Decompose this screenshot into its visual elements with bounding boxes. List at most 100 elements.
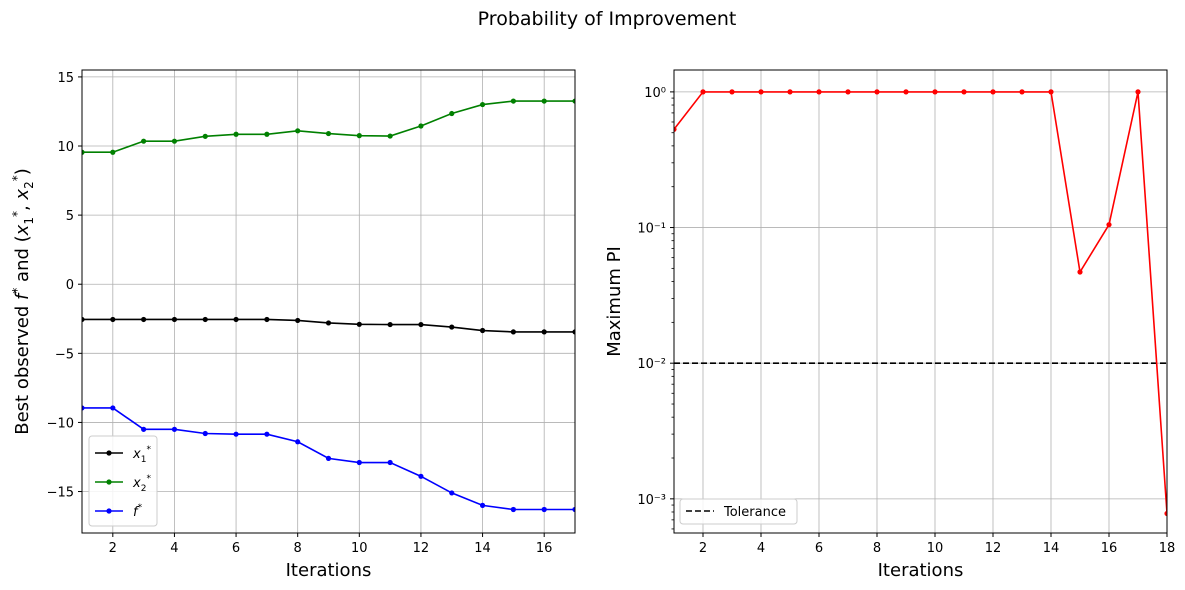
data-point <box>674 126 677 132</box>
data-point <box>171 316 178 323</box>
data-point <box>990 89 996 95</box>
x-tick-label: 14 <box>474 541 491 556</box>
data-point <box>233 131 239 137</box>
data-point <box>572 506 575 513</box>
data-point <box>110 405 116 411</box>
data-point <box>816 89 822 95</box>
x-tick-label: 16 <box>536 541 553 556</box>
x-tick-label: 8 <box>873 541 881 556</box>
data-point <box>295 439 301 445</box>
data-point <box>110 149 116 155</box>
plot-area <box>82 98 575 513</box>
x-tick-label: 2 <box>699 541 707 556</box>
data-point <box>758 89 764 95</box>
data-point <box>171 138 178 144</box>
data-point <box>541 98 547 104</box>
data-point <box>787 89 793 95</box>
data-point <box>418 123 424 129</box>
data-point <box>264 316 270 323</box>
series-line <box>82 100 575 154</box>
legend-label: x1* <box>132 445 151 465</box>
y-tick-label: 10⁻³ <box>637 493 666 508</box>
data-point <box>1135 89 1141 95</box>
data-point <box>233 431 239 437</box>
plot-area <box>674 89 1167 517</box>
data-point <box>541 329 547 335</box>
data-point <box>141 316 147 323</box>
y-tick-label: −10 <box>47 416 74 431</box>
y-tick-label: −15 <box>47 486 74 501</box>
data-point <box>1019 89 1025 95</box>
y-tick-label: 10⁻¹ <box>637 222 666 237</box>
x-tick-label: 18 <box>1159 541 1176 556</box>
data-point <box>700 89 706 95</box>
left-y-axis-label: Best observed f* and (x1*, x2*) <box>10 168 36 435</box>
y-tick-label: 5 <box>66 209 74 224</box>
data-point <box>325 320 332 326</box>
ylabel-x2: x <box>12 189 33 201</box>
left-plot-series <box>82 98 575 513</box>
y-tick-label: 0 <box>66 278 74 293</box>
data-point <box>729 89 735 95</box>
data-point <box>932 89 938 95</box>
data-point <box>961 89 967 95</box>
data-point <box>845 89 851 95</box>
data-point <box>479 101 486 108</box>
data-point <box>202 430 208 437</box>
x-tick-label: 6 <box>815 541 823 556</box>
x-tick-label: 14 <box>1043 541 1060 556</box>
data-point <box>110 316 116 323</box>
data-point <box>356 459 362 466</box>
data-point <box>418 473 424 479</box>
ylabel-f: f <box>12 291 33 300</box>
data-point <box>874 89 880 95</box>
ylabel-x1: x <box>12 224 33 236</box>
data-point <box>82 149 85 155</box>
right-plot: 2 4 6 8 10 12 14 16 18 10⁻³ 10⁻² 10⁻¹ 10⁰ Iterations… <box>604 69 1176 581</box>
data-point <box>356 133 362 139</box>
right-y-axis-label: Maximum PI <box>604 246 625 357</box>
series-line <box>674 91 1167 514</box>
data-point <box>1164 510 1167 517</box>
data-point <box>510 506 516 513</box>
data-point <box>572 329 575 335</box>
legend-marker <box>106 508 112 514</box>
right-legend: Tolerance <box>679 498 798 525</box>
x-tick-label: 16 <box>1101 541 1118 556</box>
y-tick-label: 10 <box>57 140 74 155</box>
x-tick-label: 8 <box>294 541 302 556</box>
y-tick-label: 10⁻² <box>637 357 666 372</box>
legend-label: x2* <box>132 474 151 494</box>
data-point <box>387 321 393 328</box>
legend-box <box>679 498 798 525</box>
legend-marker <box>106 479 112 485</box>
legend-box <box>88 435 158 527</box>
data-point <box>903 89 909 95</box>
data-point <box>233 316 239 323</box>
data-point <box>449 490 455 496</box>
data-point <box>510 329 516 335</box>
data-point <box>295 128 301 134</box>
legend-marker <box>106 450 112 456</box>
data-point <box>449 324 455 330</box>
data-point <box>325 455 332 461</box>
left-plot-ticks: 2 4 6 8 10 12 14 16 −15 −10 −5 0 5 10 15 <box>47 71 553 556</box>
left-plot-grid <box>82 70 575 533</box>
data-point <box>325 130 332 137</box>
data-point <box>82 316 85 323</box>
data-point <box>82 405 85 411</box>
left-plot-frame <box>81 69 576 534</box>
ylabel-and: and ( <box>12 235 33 287</box>
ylabel-close: ) <box>12 168 33 175</box>
data-point <box>1077 269 1083 275</box>
data-point <box>387 459 393 466</box>
ylabel-x2-sub: 2 <box>22 181 36 189</box>
data-point <box>449 110 455 117</box>
right-plot-frame <box>673 69 1168 534</box>
y-tick-label: 10⁰ <box>644 86 666 101</box>
data-point <box>141 426 147 432</box>
ylabel-comma: , <box>12 200 33 211</box>
x-tick-label: 12 <box>413 541 430 556</box>
